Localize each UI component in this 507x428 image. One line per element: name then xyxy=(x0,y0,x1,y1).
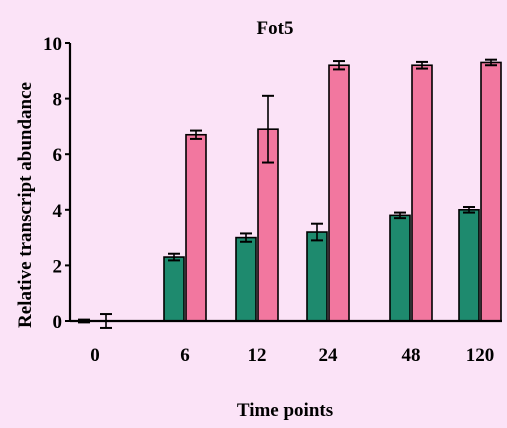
x-tick-label-6: 6 xyxy=(180,345,190,366)
x-axis-label: Time points xyxy=(237,400,333,421)
error-bar-series1-120 xyxy=(463,206,475,214)
bar-series2-120 xyxy=(480,61,502,322)
y-tick-label-8: 8 xyxy=(53,90,63,111)
bars-group xyxy=(163,61,502,322)
error-bar-series2-12 xyxy=(262,94,274,164)
y-axis-label: Relative transcript abundance xyxy=(15,82,36,328)
error-bar-series1-12 xyxy=(240,232,252,243)
y-tick-label-6: 6 xyxy=(53,145,63,166)
error-bar-series2-24 xyxy=(333,60,345,71)
error-bar-series1-24 xyxy=(311,222,323,242)
bar-series1-24 xyxy=(306,231,328,322)
y-tick-label-10: 10 xyxy=(43,34,62,55)
axes-group xyxy=(68,43,502,323)
y-ticks-group: 0 2 4 6 8 10 xyxy=(43,34,70,333)
error-bars-group xyxy=(78,58,497,329)
y-tick-label-0: 0 xyxy=(53,312,63,333)
error-bar-series2-48 xyxy=(416,60,428,70)
error-bar-series2-120 xyxy=(485,58,497,67)
x-ticks-group: 0 6 12 24 48 120 xyxy=(90,345,494,366)
bar-series1-12 xyxy=(235,236,257,322)
bar-series1-6 xyxy=(163,256,185,322)
bar-series2-48 xyxy=(411,64,433,322)
error-bar-series2-6 xyxy=(190,129,202,140)
y-tick-label-4: 4 xyxy=(53,201,63,222)
x-tick-label-0: 0 xyxy=(90,345,100,366)
y-tick-label-2: 2 xyxy=(53,256,63,277)
bar-series1-120 xyxy=(458,209,480,322)
chart-title: Fot5 xyxy=(257,18,294,39)
error-bar-series1-48 xyxy=(394,211,406,220)
x-tick-label-48: 48 xyxy=(402,345,421,366)
bar-series2-6 xyxy=(185,133,207,322)
bar-series2-24 xyxy=(328,64,350,322)
x-tick-label-120: 120 xyxy=(466,345,495,366)
x-tick-label-24: 24 xyxy=(319,345,339,366)
error-bar-series1-6 xyxy=(168,252,180,262)
bar-series1-48 xyxy=(389,214,411,322)
x-tick-label-12: 12 xyxy=(248,345,267,366)
